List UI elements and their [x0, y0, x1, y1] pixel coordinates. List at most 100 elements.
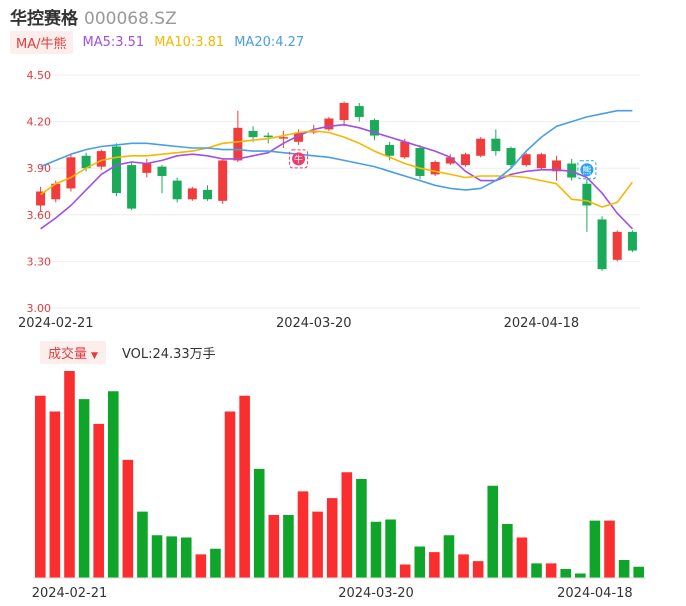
volume-value: VOL:24.33万手: [121, 346, 216, 362]
volume-bar: [283, 515, 294, 578]
volume-bar: [414, 546, 426, 578]
candle-body: [51, 183, 61, 200]
volume-x-tick-label: 2024-04-18: [557, 586, 633, 601]
candle-body: [218, 160, 228, 201]
bull-marker-icon-dot: [292, 152, 306, 166]
bull-marker-icon-label: 牛: [294, 153, 303, 165]
volume-dropdown-button[interactable]: 成交量 ▼: [40, 340, 106, 364]
candle-body: [612, 231, 622, 260]
candle-body: [81, 155, 91, 169]
volume-bar: [356, 479, 367, 578]
volume-bar: [166, 536, 177, 578]
volume-bar: [195, 554, 207, 578]
volume-bar: [604, 520, 615, 578]
candle-body: [385, 144, 395, 156]
ma-legend: MA/牛熊 MA5:3.51 MA10:3.81 MA20:4.27: [10, 30, 305, 54]
volume-dropdown-label: 成交量: [48, 346, 88, 362]
volume-bar: [502, 524, 513, 578]
volume-bar: [385, 519, 396, 578]
candle-body: [536, 154, 546, 169]
candle-body: [127, 165, 137, 209]
candle-body: [521, 154, 531, 166]
stock-name: 华控赛格: [10, 9, 78, 29]
volume-bar: [268, 515, 280, 578]
candle-body: [96, 151, 106, 167]
candle-body: [552, 160, 562, 172]
bear-marker-icon-frame: [577, 160, 597, 180]
volume-bar: [618, 560, 630, 578]
candle-body: [582, 183, 592, 206]
volume-bar: [560, 569, 572, 578]
candle-body: [324, 118, 334, 130]
volume-bar: [49, 411, 61, 578]
stock-code: 000068.SZ: [84, 9, 177, 29]
volume-bar: [239, 395, 250, 578]
volume-bar: [370, 521, 382, 578]
volume-bar: [472, 561, 484, 578]
caret-down-icon: ▼: [91, 350, 98, 361]
y-tick-label: 3.60: [27, 209, 52, 222]
ma-line-ma5: [40, 123, 633, 230]
volume-bar: [326, 498, 338, 578]
volume-bar: [35, 395, 46, 578]
y-tick-label: 4.20: [27, 116, 52, 129]
ma20-label: MA20:4.27: [234, 34, 305, 50]
candle-body: [476, 138, 486, 156]
volume-bar: [531, 563, 542, 578]
volume-bar: [137, 511, 148, 578]
volume-bar: [341, 472, 353, 578]
candle-body: [627, 231, 637, 251]
candle-body: [506, 148, 516, 166]
volume-bar: [64, 371, 75, 578]
candle-body: [354, 106, 364, 117]
candle-body: [294, 132, 304, 142]
candle-body: [278, 137, 288, 139]
volume-bar: [589, 520, 601, 578]
x-tick-label: 2024-02-21: [18, 316, 94, 331]
ma-toggle-button[interactable]: MA/牛熊: [10, 30, 73, 54]
y-tick-label: 3.00: [27, 302, 52, 315]
candle-body: [460, 154, 470, 166]
y-tick-label: 4.50: [27, 69, 52, 82]
volume-bar: [151, 535, 163, 578]
candle-body: [157, 166, 167, 176]
bull-marker-icon: 牛: [289, 149, 309, 169]
volume-bar: [224, 411, 236, 578]
candle-body: [203, 189, 213, 200]
candle-body: [415, 148, 425, 176]
volume-bar: [210, 548, 221, 578]
candle-body: [142, 163, 152, 173]
volume-bar: [575, 573, 586, 578]
volume-bar: [633, 566, 644, 578]
candle-body: [172, 180, 182, 200]
candle-body: [248, 130, 258, 138]
candle-body: [233, 127, 243, 161]
stock-title: 华控赛格 000068.SZ: [10, 4, 177, 29]
bear-marker-icon: 熊: [577, 160, 597, 180]
volume-bar: [516, 537, 528, 578]
volume-x-tick-label: 2024-03-20: [338, 586, 414, 601]
candle-body: [111, 146, 121, 194]
y-tick-label: 3.30: [27, 255, 52, 268]
volume-bar: [312, 511, 323, 578]
volume-bar: [180, 537, 192, 578]
volume-bar: [297, 491, 309, 578]
candle-body: [263, 135, 273, 138]
volume-bar: [487, 485, 499, 578]
candle-body: [445, 157, 455, 164]
volume-bar: [78, 399, 90, 578]
candle-body: [369, 120, 379, 136]
bear-marker-icon-dot: [580, 163, 594, 177]
volume-bar: [545, 563, 557, 578]
volume-bar: [458, 554, 469, 578]
volume-x-tick-label: 2024-02-21: [32, 586, 108, 601]
x-tick-label: 2024-04-18: [504, 316, 580, 331]
bear-marker-icon-label: 熊: [582, 164, 591, 176]
volume-legend: 成交量 ▼ VOL:24.33万手: [40, 340, 216, 364]
ma-line-ma20: [40, 109, 633, 191]
candle-body: [430, 161, 440, 175]
volume-bar: [253, 468, 265, 578]
candle-body: [400, 141, 410, 158]
candle-body: [597, 219, 607, 270]
volume-bar: [93, 423, 104, 578]
